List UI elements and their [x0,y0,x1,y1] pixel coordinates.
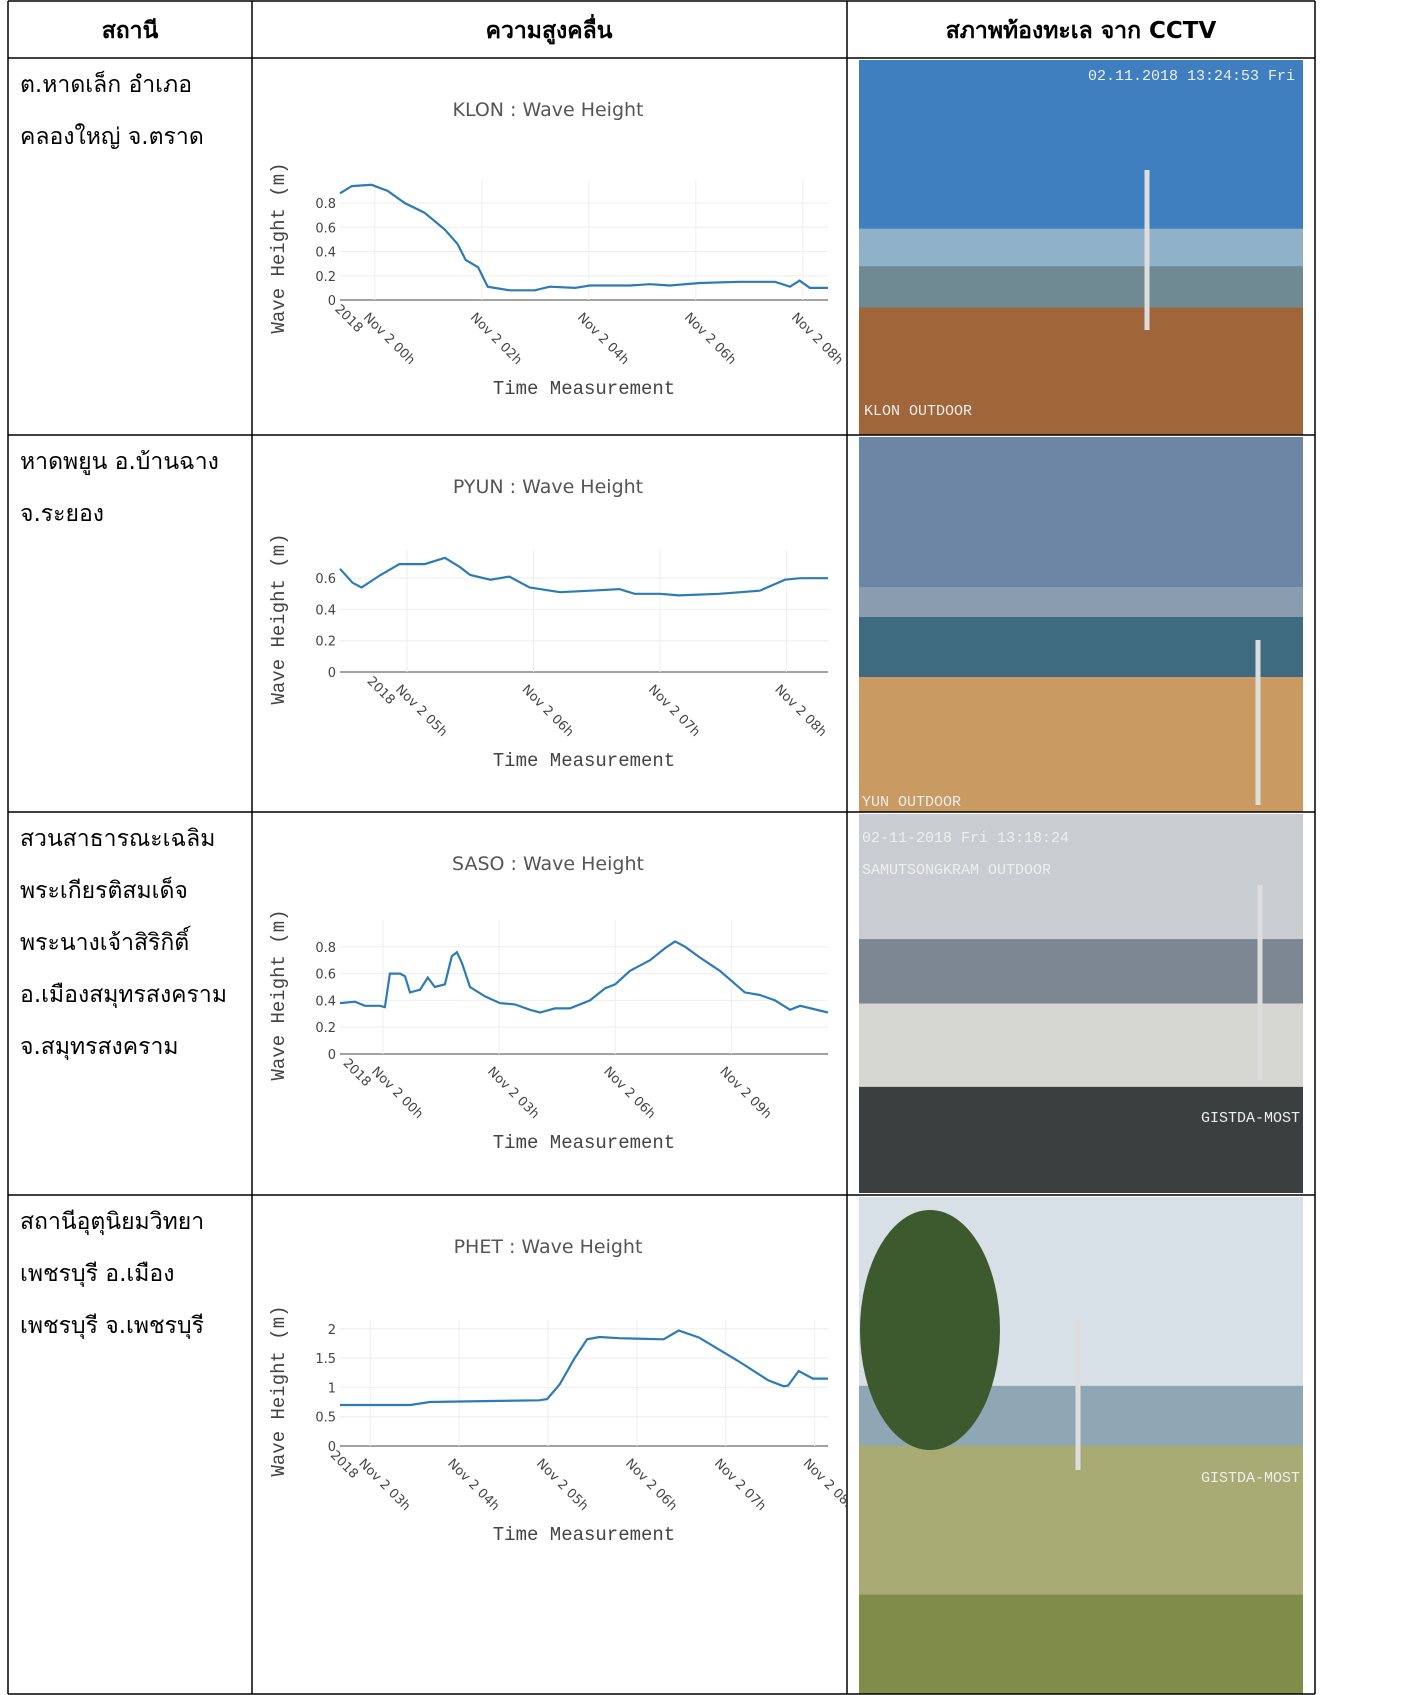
y-tick-label: 0.5 [315,1411,336,1426]
y-tick-label: 2 [328,1323,336,1338]
wave-line [340,1329,828,1407]
y-tick-label: 1.5 [315,1352,336,1367]
cctv-overlay: 02-11-2018 Fri 13:18:24 [862,830,1069,847]
y-axis-label: Wave Height (m) [268,162,290,333]
station-line: พระเกียรติสมเด็จ [20,875,188,904]
y-tick-label: 0.6 [315,221,336,236]
x-tick-label: Nov 2 06h [622,1456,680,1514]
x-tick-label: Nov 2 09h [716,1064,774,1122]
station-line: ต.หาดเล็ก อำเภอ [20,69,192,98]
chart-title: PHET : Wave Height [454,1236,643,1258]
station-line: คลองใหญ่ จ.ตราด [20,123,204,150]
y-tick-label: 0.2 [315,270,336,285]
x-tick-label: Nov 2 04h [574,310,632,368]
cctv-overlay: YUN OUTDOOR [862,794,961,811]
x-tick-label: Nov 2 08h [788,310,846,368]
x-tick-label: Nov 2 03h [484,1064,542,1122]
header-cell: ความสูงคลื่น [486,13,613,45]
y-axis-label: Wave Height (m) [268,533,290,704]
tree [860,1210,1000,1450]
image-area [859,814,1303,947]
header-cell: สถานี [102,18,159,44]
x-axis-label: Time Measurement [493,1132,675,1154]
station-line: เพชรบุรี อ.เมือง [20,1261,174,1287]
station-line: จ.สมุทรสงคราม [20,1034,179,1060]
x-tick-label: Nov 2 08h [771,682,829,740]
y-tick-label: 0 [328,1048,336,1063]
x-tick-label: Nov 2 02h [467,310,525,368]
x-tick-label: Nov 2 06h [681,310,739,368]
y-tick-label: 0 [328,1440,336,1455]
x-tick-label: Nov 2 06h [600,1064,658,1122]
x-tick-label: Nov 2 05h2018 [364,664,450,750]
x-tick-label: Nov 2 00h2018 [340,1046,426,1132]
y-tick-label: 0.2 [315,1021,336,1036]
x-axis-label: Time Measurement [493,1524,675,1546]
chart-title: SASO : Wave Height [452,853,644,875]
y-axis-label: Wave Height (m) [268,1305,290,1476]
image-area [859,307,1303,435]
image-area [859,939,1303,1015]
station-line: สถานีอุตุนิยมวิทยา [20,1209,204,1235]
x-tick-label: Nov 2 00h2018 [331,292,417,378]
x-tick-label: Nov 2 03h2018 [327,1438,413,1524]
charts: KLON : Wave Height Wave Height (m) Time Me… [268,99,858,1546]
table-borders [7,0,1316,1695]
chart-title: KLON : Wave Height [452,99,643,121]
image-area [859,60,1303,248]
image-area [859,677,1303,812]
image-area [859,437,1303,606]
cctv-overlay: GISTDA-MOST [1201,1110,1300,1127]
x-tick-label: Nov 2 06h [519,682,577,740]
station-line: สวนสาธารณะเฉลิม [20,826,215,852]
y-axis-label: Wave Height (m) [268,909,290,1080]
y-tick-label: 0 [328,294,336,309]
x-tick-label: Nov 2 07h [711,1456,769,1514]
cctv-overlay: 02.11.2018 13:24:53 Fri [1088,68,1295,85]
station-line: จ.ระยอง [20,501,104,527]
y-tick-label: 0.6 [315,968,336,983]
station-line: เพชรบุรี จ.เพชรบุรี [20,1313,204,1339]
x-axis-label: Time Measurement [493,378,675,400]
header-cell: สภาพท้องทะเล จาก CCTV [946,18,1217,44]
chart-title: PYUN : Wave Height [453,476,643,498]
x-tick-label: Nov 2 07h [645,682,703,740]
station-line: พระนางเจ้าสิริกิติ์ [20,925,192,956]
cctv-overlay: SAMUTSONGKRAM OUTDOOR [862,862,1051,879]
wave-line [339,940,829,1014]
y-tick-label: 0.4 [315,994,336,1009]
y-tick-label: 0.8 [315,941,336,956]
wave-line [339,556,828,597]
y-tick-label: 0.4 [315,246,336,261]
cctv-overlay: KLON OUTDOOR [864,403,972,420]
y-tick-label: 0.4 [315,603,336,618]
image-area [859,617,1303,685]
station-line: หาดพยูน อ.บ้านฉาง [20,449,219,475]
image-area [859,266,1303,312]
x-tick-label: Nov 2 08h [800,1456,858,1514]
station-line: อ.เมืองสมุทรสงคราม [20,982,227,1008]
cctv-images: 02.11.2018 13:24:53 Fri KLON OUTDOOR YUN O… [859,60,1303,1694]
y-tick-label: 0.2 [315,635,336,650]
y-tick-label: 1 [328,1381,336,1396]
wave-line [339,183,828,292]
x-tick-label: Nov 2 04h [444,1456,502,1514]
image-area [859,1086,1303,1193]
image-area [859,1594,1303,1694]
y-tick-label: 0 [328,666,336,681]
x-axis-label: Time Measurement [493,750,675,772]
x-tick-label: Nov 2 05h [533,1456,591,1514]
cctv-overlay: GISTDA-MOST [1201,1470,1300,1487]
y-tick-label: 0.6 [315,572,336,587]
y-tick-label: 0.8 [315,197,336,212]
